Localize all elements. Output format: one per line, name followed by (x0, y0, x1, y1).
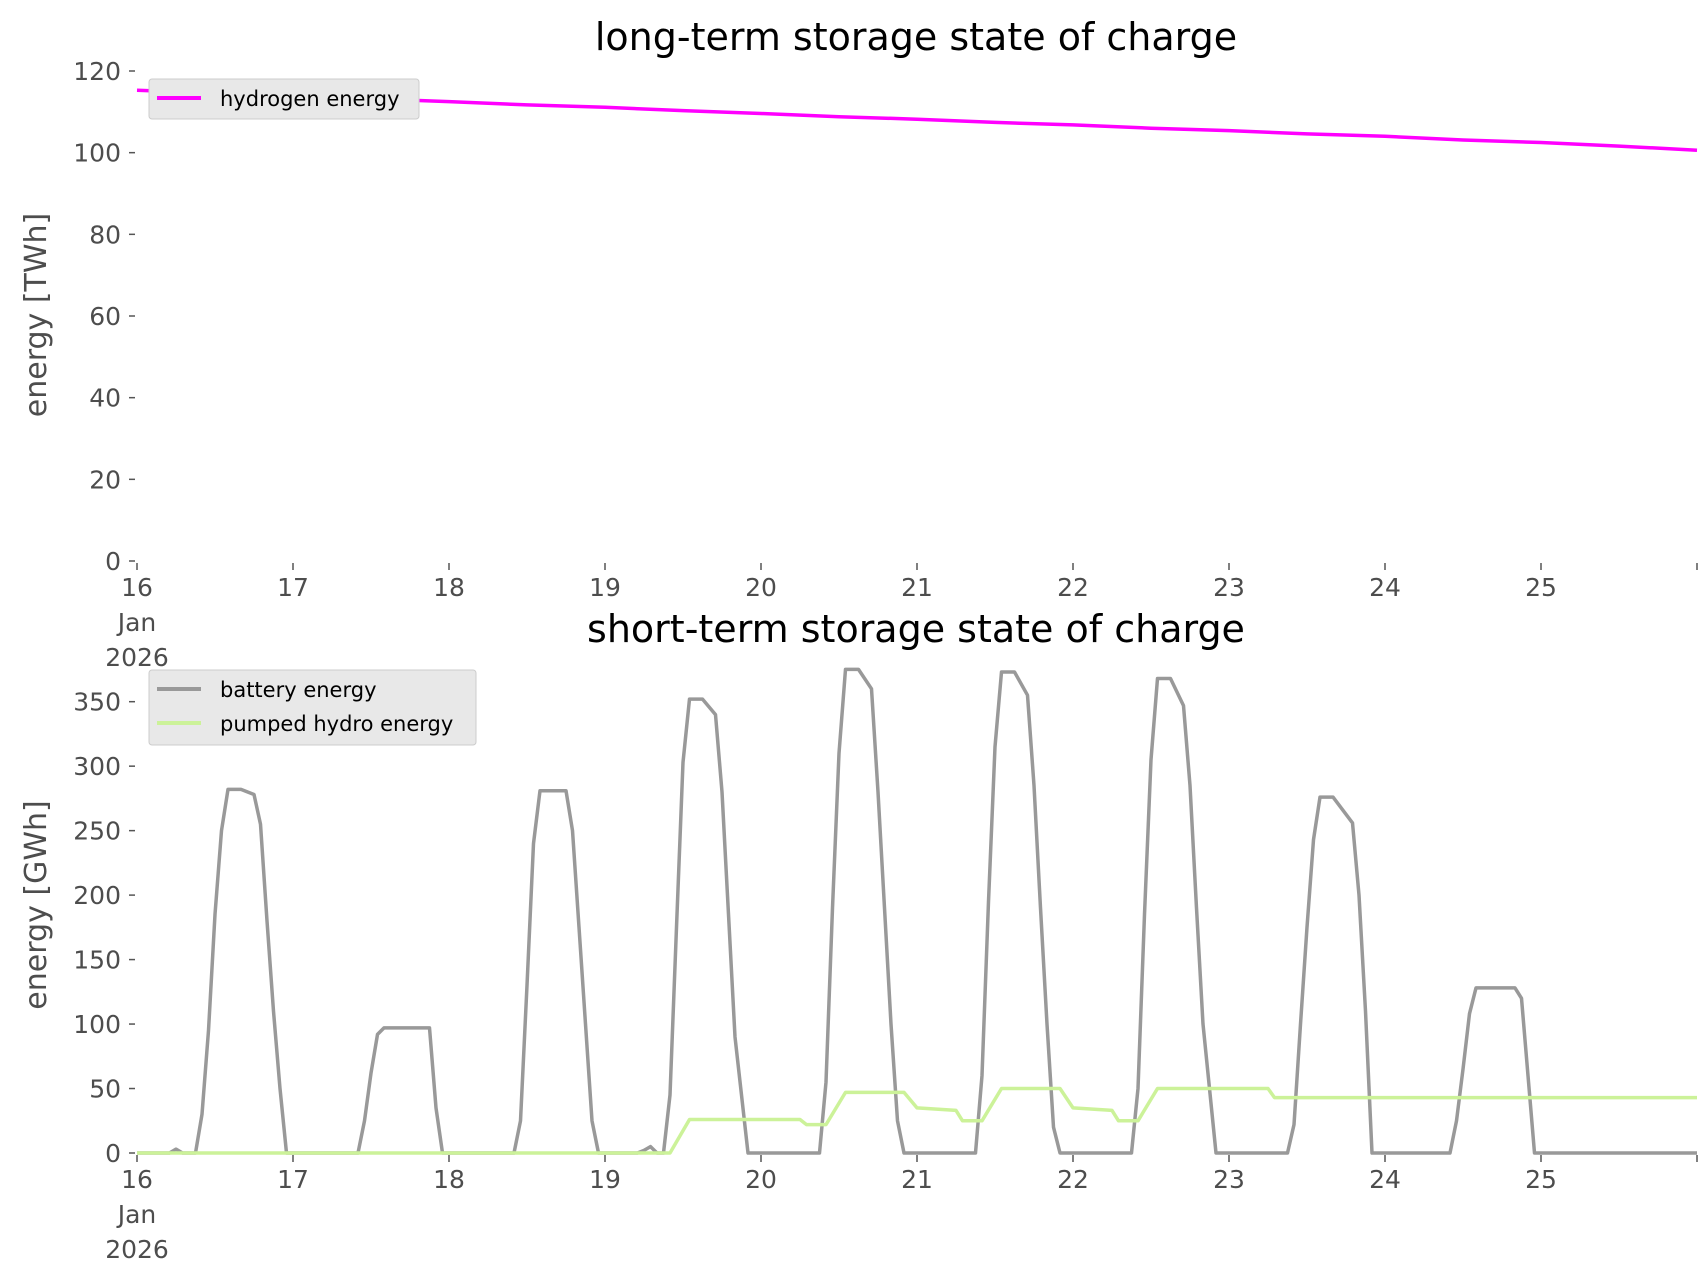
pumped-hydro-energy-legend-label: pumped hydro energy (220, 712, 453, 736)
x-tick-label: 25 (1525, 573, 1557, 602)
long-term-legend-box (148, 78, 420, 120)
y-tick-label: 20 (89, 465, 121, 494)
y-tick-label: 150 (73, 946, 121, 975)
short-term-legend-box (148, 669, 477, 746)
short-term-legend: battery energy pumped hydro energy (148, 669, 477, 746)
x-tick-label: 23 (1213, 573, 1245, 602)
x-tick-label: 17 (277, 1165, 309, 1194)
x-tick-label: 16 (121, 1165, 153, 1194)
x-tick-label: 22 (1057, 1165, 1089, 1194)
battery-energy-legend-label: battery energy (220, 678, 377, 702)
x-tick-label: 2026 (105, 1235, 169, 1264)
y-tick-label: 300 (73, 752, 121, 781)
short-term-y-axis-label: energy [GWh] (19, 800, 54, 1009)
x-tick-label: 20 (745, 573, 777, 602)
x-tick-label: 23 (1213, 1165, 1245, 1194)
x-tick-label: 18 (433, 1165, 465, 1194)
hydrogen-energy-legend-label: hydrogen energy (220, 87, 400, 111)
y-tick-label: 0 (105, 547, 121, 576)
x-tick-label: 24 (1369, 1165, 1401, 1194)
y-tick-label: 60 (89, 302, 121, 331)
y-tick-label: 350 (73, 688, 121, 717)
long-term-chart-title: long-term storage state of charge (595, 15, 1237, 59)
x-tick-label: Jan (116, 1200, 157, 1229)
short-term-y-ticks: 0 50 100 150 200 250 300 350 (73, 688, 135, 1168)
y-tick-label: 200 (73, 881, 121, 910)
x-tick-label: 19 (589, 1165, 621, 1194)
pumped-hydro-energy-line (137, 1086, 1697, 1155)
short-term-chart-title: short-term storage state of charge (587, 607, 1245, 651)
y-tick-label: 100 (73, 1010, 121, 1039)
short-term-series (137, 667, 1697, 1155)
long-term-y-ticks: 0 20 40 60 80 100 120 (73, 57, 135, 576)
x-tick-label: 22 (1057, 573, 1089, 602)
x-tick-label: Jan (116, 608, 157, 637)
x-tick-label: 21 (901, 1165, 933, 1194)
long-term-x-ticks: 16 Jan 2026 17 18 19 20 21 22 23 24 25 (105, 563, 1698, 672)
x-tick-label: 19 (589, 573, 621, 602)
y-tick-label: 250 (73, 817, 121, 846)
x-tick-label: 2026 (105, 643, 169, 672)
x-tick-label: 18 (433, 573, 465, 602)
x-tick-label: 17 (277, 573, 309, 602)
y-tick-label: 0 (105, 1139, 121, 1168)
x-tick-label: 24 (1369, 573, 1401, 602)
long-term-legend: hydrogen energy (148, 78, 420, 120)
battery-energy-line (137, 667, 1697, 1155)
long-term-chart: long-term storage state of charge energy… (19, 15, 1698, 672)
y-tick-label: 120 (73, 57, 121, 86)
y-tick-label: 100 (73, 139, 121, 168)
x-tick-label: 16 (121, 573, 153, 602)
short-term-x-ticks: 16 Jan 2026 17 18 19 20 21 22 23 24 25 (105, 1155, 1698, 1264)
y-tick-label: 80 (89, 220, 121, 249)
x-tick-label: 25 (1525, 1165, 1557, 1194)
y-tick-label: 50 (89, 1075, 121, 1104)
x-tick-label: 20 (745, 1165, 777, 1194)
long-term-y-axis-label: energy [TWh] (19, 213, 54, 417)
y-tick-label: 40 (89, 384, 121, 413)
short-term-chart: short-term storage state of charge energ… (19, 607, 1698, 1264)
x-tick-label: 21 (901, 573, 933, 602)
